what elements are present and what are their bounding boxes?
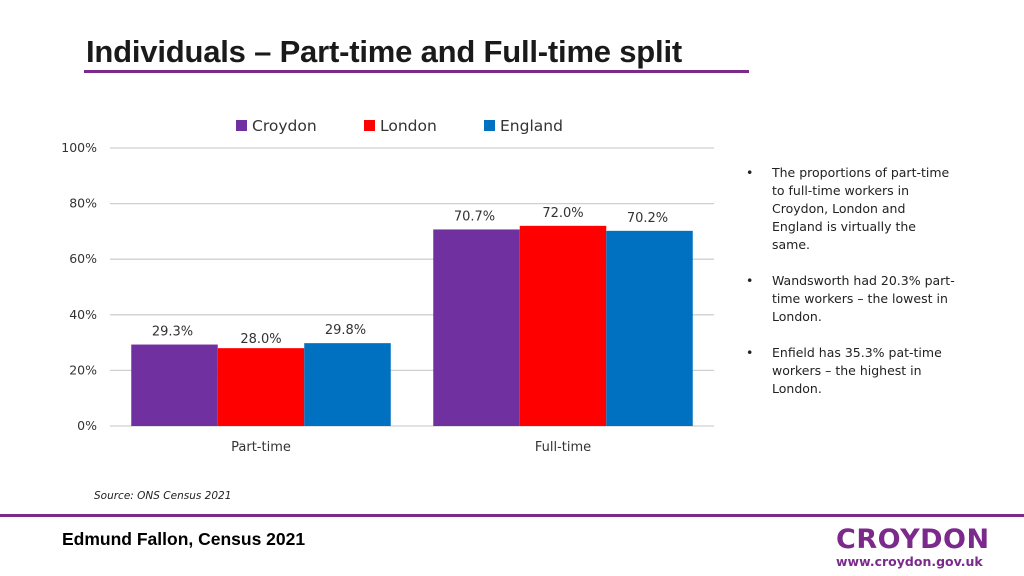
x-tick-label: Full-time [535, 440, 591, 455]
legend-entry: London [380, 117, 437, 135]
legend-swatch [236, 120, 247, 131]
logo-wordmark: CROYDON [836, 524, 990, 555]
data-label: 70.7% [454, 209, 495, 224]
bar [433, 229, 520, 426]
bar [217, 348, 305, 426]
y-tick-label: 60% [69, 251, 97, 266]
page-title: Individuals – Part-time and Full-time sp… [86, 34, 682, 69]
y-tick-label: 0% [77, 418, 97, 433]
legend-entry: England [500, 117, 563, 135]
bullet-item: The proportions of part-time to full-tim… [746, 164, 956, 254]
data-label: 70.2% [627, 211, 668, 226]
data-label: 72.0% [542, 206, 583, 221]
title-underline [84, 70, 749, 73]
bar [304, 343, 391, 426]
bullet-item: Enfield has 35.3% pat-time workers – the… [746, 344, 956, 398]
data-label: 29.3% [152, 325, 193, 340]
data-label: 28.0% [240, 332, 281, 347]
legend-entry: Croydon [252, 117, 317, 135]
y-tick-label: 100% [61, 140, 97, 155]
bar-chart: 0% 20% 40% 60% 80% 100% 29.3% 28.0% 29.8% Part-ti… [61, 117, 714, 455]
footer-divider [0, 514, 1024, 517]
source-note: Source: ONS Census 2021 [94, 490, 232, 502]
legend-swatch [484, 120, 495, 131]
bar [606, 230, 693, 426]
bullet-list: The proportions of part-time to full-tim… [746, 164, 956, 416]
footer-author: Edmund Fallon, Census 2021 [62, 529, 306, 549]
logo-url: www.croydon.gov.uk [836, 554, 983, 569]
x-tick-label: Part-time [231, 440, 291, 455]
y-tick-label: 40% [69, 307, 97, 322]
y-tick-label: 20% [69, 362, 97, 377]
bar [519, 225, 607, 426]
bullet-item: Wandsworth had 20.3% part-time workers –… [746, 272, 956, 326]
bar [131, 344, 218, 426]
y-tick-label: 80% [69, 196, 97, 211]
data-label: 29.8% [325, 323, 366, 338]
legend-swatch [364, 120, 375, 131]
croydon-logo: CROYDON www.croydon.gov.uk [836, 526, 990, 570]
